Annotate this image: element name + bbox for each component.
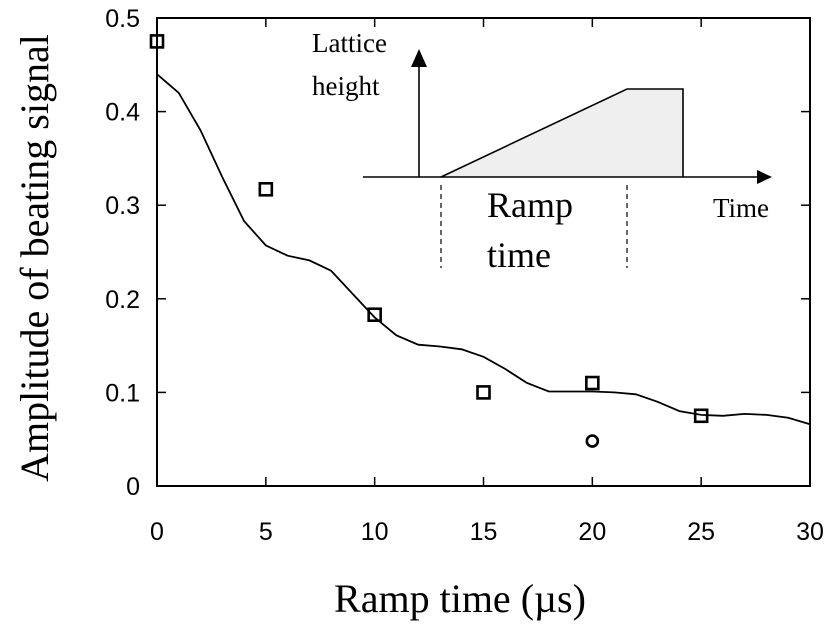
ramp-profile-line: [440, 88, 684, 178]
ramp-time-label-line2: time: [487, 235, 551, 275]
inset-time-arrowhead: [757, 170, 772, 184]
x-tick-label: 0: [150, 518, 164, 546]
data-point-circle: [585, 434, 600, 448]
data-point-square: [476, 385, 491, 400]
inset-x-label: Time: [713, 193, 769, 223]
x-axis-title: Ramp time (µs): [334, 576, 586, 621]
data-point-square: [258, 181, 274, 197]
inset-y-label-line1: Lattice: [312, 28, 387, 58]
ramp-time-label-line1: Ramp: [487, 185, 573, 225]
y-tick-label: 0.1: [105, 379, 140, 407]
data-point-square: [367, 307, 382, 323]
data-point-square: [693, 408, 709, 424]
y-tick-label: 0.3: [105, 192, 140, 220]
ramp-profile-fill: [441, 89, 683, 177]
y-tick-label: 0.2: [105, 286, 140, 314]
data-point-square: [585, 375, 600, 391]
y-axis-title: Amplitude of beating signal: [12, 34, 57, 482]
y-tick-label: 0: [126, 473, 140, 501]
x-tick-label: 30: [796, 518, 824, 546]
inset-height-arrowhead: [411, 49, 427, 67]
data-point-square: [149, 34, 165, 49]
x-tick-label: 10: [361, 518, 389, 546]
inset-schematic: Lattice height Time Ramp time: [312, 28, 772, 275]
simulation-line: [156, 73, 811, 426]
x-tick-label: 25: [687, 518, 715, 546]
tick-labels: 0 5 10 15 20 25 30 0 0.1 0.2 0.3 0.4 0.5: [105, 5, 824, 546]
axis-ticks: [157, 18, 810, 486]
x-tick-label: 5: [259, 518, 273, 546]
x-tick-label: 15: [470, 518, 498, 546]
y-tick-label: 0.4: [105, 99, 140, 127]
data-markers: [149, 34, 709, 448]
x-tick-label: 20: [578, 518, 606, 546]
inset-y-label-line2: height: [312, 71, 380, 101]
y-tick-label: 0.5: [105, 5, 140, 33]
